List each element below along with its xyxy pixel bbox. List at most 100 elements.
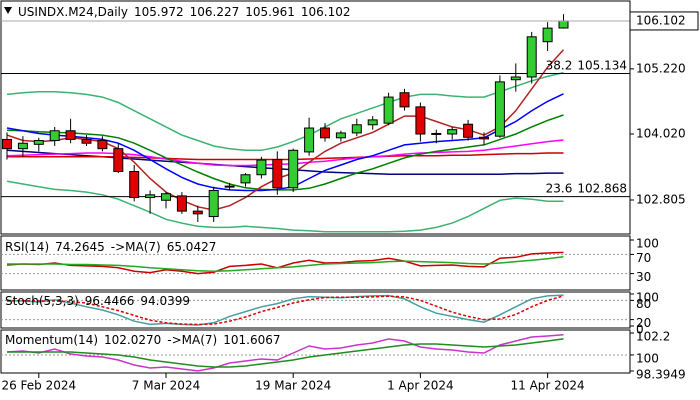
candle-body xyxy=(49,130,60,142)
x-tick-label: 7 Mar 2024 xyxy=(132,379,200,393)
header-part: 96.4466 xyxy=(85,294,135,308)
candle-body xyxy=(542,27,553,43)
y-tick-label: 102.2 xyxy=(636,330,670,344)
header-part: 106.227 xyxy=(190,5,240,19)
header-part: 106.102 xyxy=(301,5,351,19)
candle-body xyxy=(272,159,283,189)
moving-average-line xyxy=(6,93,564,192)
last-price-box xyxy=(629,11,699,31)
last-price-label: 106.102 xyxy=(636,13,686,27)
y-tick-label: 80 xyxy=(636,297,651,311)
header-part: Momentum(14) xyxy=(5,333,98,347)
y-tick-label: 0 xyxy=(636,323,644,337)
fibo-label: 23.6 102.868 xyxy=(546,181,627,195)
candle-body xyxy=(415,106,426,135)
y-tick-label: 100 xyxy=(636,351,659,365)
candle-body xyxy=(81,138,92,144)
header-part: RSI(14) xyxy=(5,240,49,254)
candle-body xyxy=(113,148,124,172)
candle-body xyxy=(97,140,108,150)
candle-body xyxy=(176,195,187,212)
candle-body xyxy=(367,119,378,126)
header-part: ->MA(7) xyxy=(111,240,161,254)
candle-body xyxy=(240,174,251,184)
candle-body xyxy=(192,210,203,215)
moving-average-line xyxy=(6,139,564,167)
x-tick-label: 11 Apr 2024 xyxy=(510,379,584,393)
x-tick-label: 26 Feb 2024 xyxy=(1,379,76,393)
header-part: 74.2645 xyxy=(55,240,105,254)
rsi-panel-frame xyxy=(0,235,631,291)
candle-body xyxy=(33,140,44,145)
moving-average-line xyxy=(6,114,564,191)
panel-header: RSI(14) 74.2645 ->MA(7) 65.0427 xyxy=(5,240,216,254)
header-part: 101.6067 xyxy=(223,333,280,347)
y-tick-label: 104.020 xyxy=(636,127,686,141)
momentum-panel-frame xyxy=(0,329,631,374)
fibo-ratio: 38.2 xyxy=(546,58,573,72)
header-part: USINDX.M24,Daily xyxy=(18,5,128,19)
moving-average-line xyxy=(7,152,564,161)
indicator-line xyxy=(7,338,564,368)
candle-body xyxy=(17,142,28,150)
y-tick-label: 70 xyxy=(636,251,651,265)
moving-average-line xyxy=(6,180,564,233)
y-tick-label: 30 xyxy=(636,270,651,284)
fibo-value: 105.134 xyxy=(577,58,627,72)
fibo-label: 38.2 105.134 xyxy=(546,58,627,72)
y-tick-label: 105.220 xyxy=(636,61,686,75)
candle-body xyxy=(463,123,474,138)
indicator-line xyxy=(6,295,564,326)
candle-body xyxy=(383,96,394,124)
candle-body xyxy=(335,132,346,139)
indicator-line xyxy=(6,251,564,275)
candle-body xyxy=(161,193,171,201)
fibo-value: 102.868 xyxy=(577,181,627,195)
stoch-panel-frame xyxy=(0,291,631,329)
candle-body xyxy=(526,36,537,78)
header-part: 94.0399 xyxy=(140,294,190,308)
candle-body xyxy=(288,149,299,189)
candle-body xyxy=(431,132,442,135)
main-panel-frame xyxy=(0,0,631,235)
candle-body xyxy=(304,127,315,153)
moving-average-line xyxy=(6,71,564,152)
fibo-ratio: 23.6 xyxy=(546,181,573,195)
x-tick-label: 1 Apr 2024 xyxy=(387,379,454,393)
indicator-line xyxy=(6,333,564,372)
candle-body xyxy=(224,185,235,188)
candle-body xyxy=(447,129,458,135)
candle-body xyxy=(479,136,489,140)
candle-body xyxy=(129,170,140,199)
header-part: 105.972 xyxy=(134,5,184,19)
panel-header: Momentum(14) 102.0270 ->MA(7) 101.6067 xyxy=(5,333,281,347)
moving-average-line xyxy=(6,149,564,175)
header-part: ->MA(7) xyxy=(167,333,217,347)
candle-body xyxy=(65,130,76,140)
candle-body xyxy=(510,76,521,81)
candle-body xyxy=(256,159,267,176)
indicator-line xyxy=(7,256,564,272)
y-tick-label: 20 xyxy=(636,316,651,330)
panel-header: USINDX.M24,Daily 105.972 106.227 105.961 106… xyxy=(18,5,351,19)
candle-body xyxy=(351,124,362,134)
indicator-line xyxy=(6,294,564,326)
candle-body xyxy=(2,138,12,150)
candle-body xyxy=(558,20,569,29)
header-part: 102.0270 xyxy=(104,333,161,347)
y-tick-label: 100 xyxy=(636,291,659,305)
candle-body xyxy=(208,189,219,218)
y-tick-label: 98.3949 xyxy=(636,368,686,382)
candle-body xyxy=(145,194,156,199)
x-tick-label: 19 Mar 2024 xyxy=(255,379,331,393)
candle-body xyxy=(494,81,505,137)
candle-body xyxy=(399,92,410,108)
header-part: 105.961 xyxy=(245,5,295,19)
panel-header: Stoch(5,3,3) 96.4466 94.0399 xyxy=(5,294,190,308)
candle-body xyxy=(320,127,330,139)
header-part: Stoch(5,3,3) xyxy=(5,294,79,308)
y-tick-label: 100 xyxy=(636,237,659,251)
y-tick-label: 102.805 xyxy=(636,192,686,206)
symbol-icon xyxy=(4,7,12,14)
